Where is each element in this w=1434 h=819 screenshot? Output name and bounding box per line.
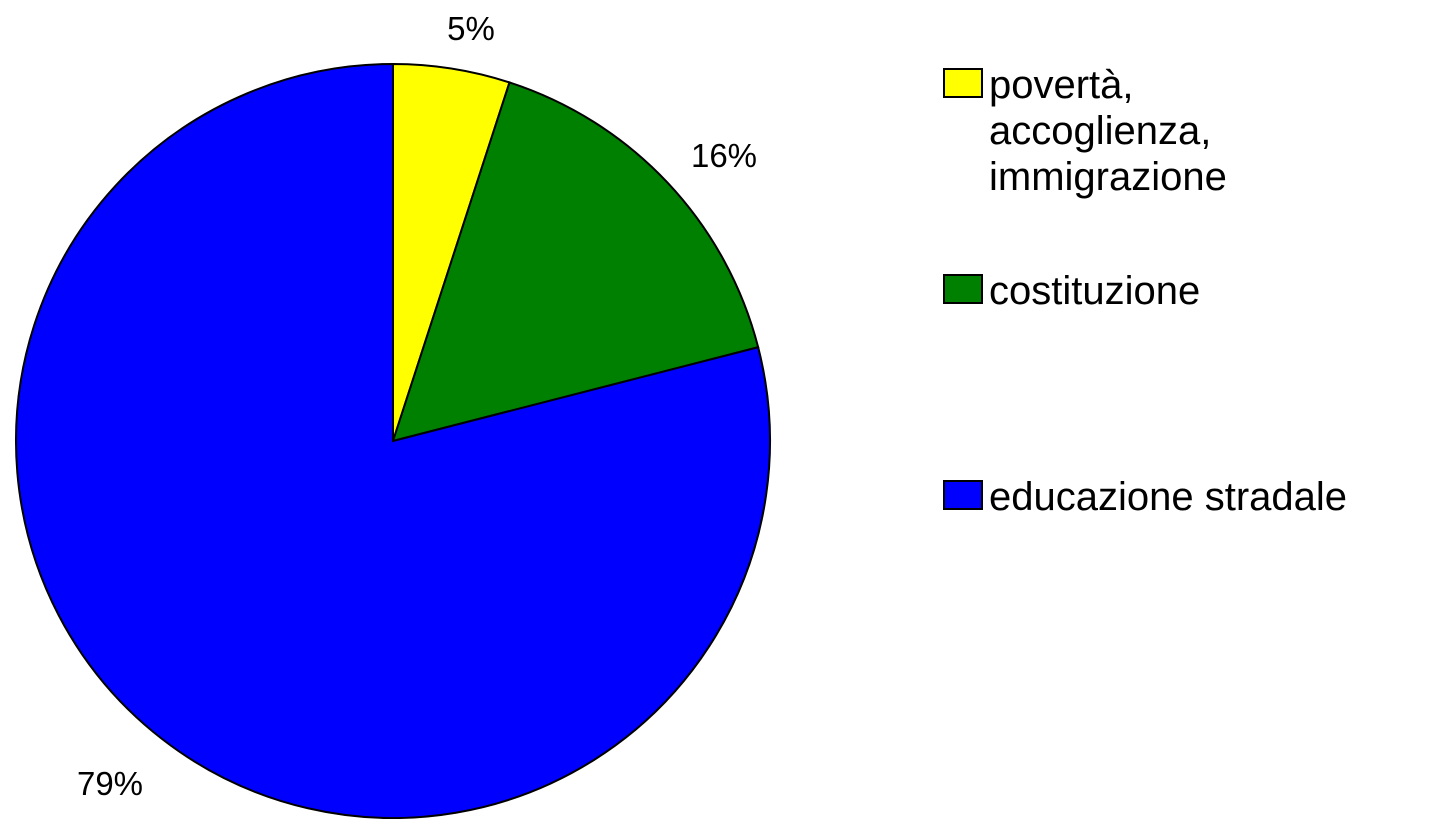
legend-swatch-educazione-stradale xyxy=(943,480,983,510)
legend-item-educazione-stradale: educazione stradale xyxy=(943,474,1347,520)
pie-slices xyxy=(15,62,771,819)
slice-educazione-stradale xyxy=(15,62,771,819)
slice-label-costituzione: 16% xyxy=(691,137,757,174)
legend-label-costituzione: costituzione xyxy=(989,269,1201,313)
slice-label-poverta: 5% xyxy=(447,10,495,47)
legend-item-costituzione: costituzione xyxy=(943,268,1200,314)
pie-labels: 5% 16% 79% xyxy=(77,10,757,802)
slice-costituzione xyxy=(391,81,760,443)
legend-label-poverta: povertà, accoglienza, immigrazione xyxy=(989,63,1227,199)
legend-swatch-poverta xyxy=(943,68,983,98)
legend-item-poverta: povertà, accoglienza, immigrazione xyxy=(943,62,1227,200)
slice-label-educazione-stradale: 79% xyxy=(77,765,143,802)
legend-label-educazione-stradale: educazione stradale xyxy=(989,475,1348,519)
legend-swatch-costituzione xyxy=(943,274,983,304)
